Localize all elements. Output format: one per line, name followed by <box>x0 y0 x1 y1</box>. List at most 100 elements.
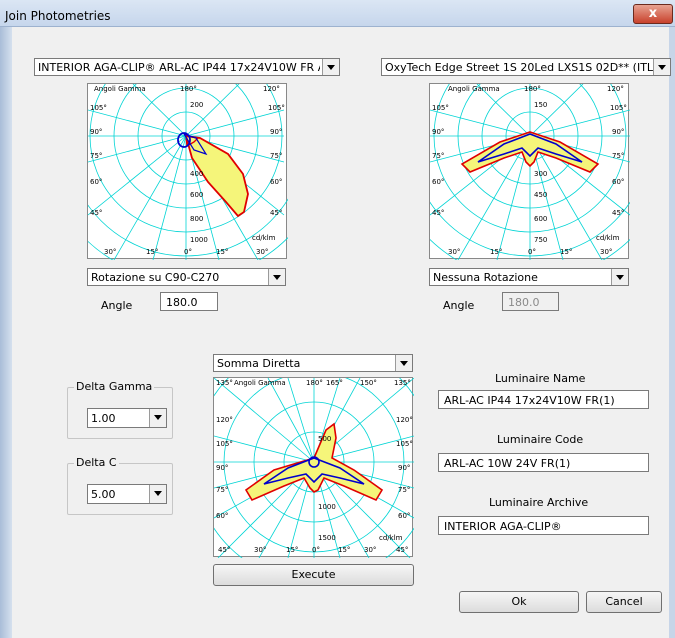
right-rotation-select-value: Nessuna Rotazione <box>433 271 538 284</box>
delta-c-select[interactable]: 5.00 <box>87 484 167 504</box>
bottom-tick: 15° <box>146 248 159 256</box>
side-tick: 90° <box>432 128 445 136</box>
plot-unit: cd/klm <box>596 234 620 242</box>
left-rotation-select[interactable]: Rotazione su C90-C270 <box>87 268 286 286</box>
chevron-down-icon[interactable] <box>268 269 285 285</box>
top-tick: 180° <box>524 85 541 93</box>
radial-label: 500 <box>318 435 332 443</box>
delta-gamma-select[interactable]: 1.00 <box>87 408 167 428</box>
bottom-tick: 15° <box>216 248 229 256</box>
side-tick: 105° <box>216 440 233 448</box>
side-tick: 105° <box>396 440 413 448</box>
delta-c-value: 5.00 <box>91 488 116 501</box>
execute-button[interactable]: Execute <box>213 564 414 586</box>
cancel-button[interactable]: Cancel <box>586 591 662 613</box>
top-tick: 120° <box>607 85 624 93</box>
radial-label: 750 <box>534 236 548 244</box>
bottom-tick: 30° <box>104 248 117 256</box>
bottom-tick: 0° <box>184 248 192 256</box>
bottom-tick: 15° <box>490 248 503 256</box>
luminaire-code-label: Luminaire Code <box>497 433 584 446</box>
radial-label: 800 <box>190 215 204 223</box>
side-tick: 90° <box>612 128 625 136</box>
chevron-down-icon[interactable] <box>395 355 412 371</box>
radial-label: 300 <box>534 170 548 178</box>
left-angle-field[interactable]: 180.0 <box>160 292 218 311</box>
side-tick: 105° <box>610 104 627 112</box>
right-luminaire-select-value: OxyTech Edge Street 1S 20Led LXS1S 02D**… <box>385 61 653 74</box>
side-tick: 105° <box>90 104 107 112</box>
plot-unit: cd/klm <box>252 234 276 242</box>
window-frame-right <box>669 27 675 638</box>
top-tick: 135° <box>216 379 233 387</box>
close-button[interactable]: x <box>633 4 673 24</box>
left-luminaire-select[interactable]: INTERIOR AGA-CLIP® ARL-AC IP44 17x24V10W… <box>34 58 340 76</box>
top-tick: 135° <box>394 379 411 387</box>
combine-mode-select[interactable]: Somma Diretta <box>213 354 413 372</box>
execute-button-label: Execute <box>291 568 336 581</box>
side-tick: 75° <box>612 152 625 160</box>
bottom-tick: 15° <box>338 546 351 554</box>
left-rotation-select-value: Rotazione su C90-C270 <box>91 271 220 284</box>
ok-button[interactable]: Ok <box>459 591 579 613</box>
top-tick: 150° <box>360 379 377 387</box>
right-luminaire-select[interactable]: OxyTech Edge Street 1S 20Led LXS1S 02D**… <box>381 58 671 76</box>
delta-gamma-value: 1.00 <box>91 412 116 425</box>
luminaire-name-label: Luminaire Name <box>495 372 586 385</box>
luminaire-archive-field[interactable]: INTERIOR AGA-CLIP® <box>438 516 649 535</box>
side-tick: 105° <box>432 104 449 112</box>
left-angle-label: Angle <box>101 299 133 312</box>
side-tick: 60° <box>612 178 625 186</box>
radial-label: 1000 <box>318 503 336 511</box>
side-tick: 75° <box>270 152 283 160</box>
side-tick: 60° <box>432 178 445 186</box>
plot-title: Angoli Gamma <box>94 85 146 93</box>
radial-label: 150 <box>534 101 548 109</box>
left-polar-grid <box>88 84 288 260</box>
bottom-tick: 30° <box>364 546 377 554</box>
side-tick: 45° <box>612 209 625 217</box>
side-tick: 75° <box>90 152 103 160</box>
right-photometry-plot: Angoli Gamma 180° 120° 105° 105° 90° 90°… <box>429 83 630 260</box>
ok-button-label: Ok <box>511 595 527 608</box>
result-polar-grid <box>214 378 414 558</box>
left-luminaire-select-value: INTERIOR AGA-CLIP® ARL-AC IP44 17x24V10W… <box>38 61 320 74</box>
chevron-down-icon[interactable] <box>322 59 339 75</box>
side-tick: 45° <box>432 209 445 217</box>
top-tick: 120° <box>263 85 280 93</box>
side-tick: 75° <box>216 486 229 494</box>
plot-title: Angoli Gamma <box>234 379 286 387</box>
bottom-tick: 30° <box>600 248 613 256</box>
radial-label: 600 <box>190 191 204 199</box>
bottom-tick: 0° <box>528 248 536 256</box>
bottom-tick: 15° <box>560 248 573 256</box>
luminaire-name-value: ARL-AC IP44 17x24V10W FR(1) <box>444 394 615 407</box>
right-rotation-select[interactable]: Nessuna Rotazione <box>429 268 629 286</box>
right-angle-label: Angle <box>443 299 475 312</box>
radial-label: 450 <box>534 191 548 199</box>
luminaire-code-field[interactable]: ARL-AC 10W 24V FR(1) <box>438 453 649 472</box>
bottom-tick: 30° <box>448 248 461 256</box>
top-tick: 180° <box>180 85 197 93</box>
luminaire-archive-label: Luminaire Archive <box>489 496 589 509</box>
top-tick: 180° <box>306 379 323 387</box>
chevron-down-icon[interactable] <box>149 485 166 503</box>
side-tick: 60° <box>216 512 229 520</box>
bottom-tick: 30° <box>256 248 269 256</box>
chevron-down-icon[interactable] <box>149 409 166 427</box>
delta-c-group: Delta C 5.00 <box>67 456 173 515</box>
radial-label: 1500 <box>318 534 336 542</box>
luminaire-code-value: ARL-AC 10W 24V FR(1) <box>444 457 571 470</box>
bottom-tick: 45° <box>218 546 231 554</box>
chevron-down-icon[interactable] <box>611 269 628 285</box>
side-tick: 90° <box>398 464 411 472</box>
side-tick: 75° <box>432 152 445 160</box>
side-tick: 60° <box>90 178 103 186</box>
luminaire-name-field[interactable]: ARL-AC IP44 17x24V10W FR(1) <box>438 390 649 409</box>
side-tick: 75° <box>398 486 411 494</box>
side-tick: 45° <box>270 209 283 217</box>
side-tick: 120° <box>396 416 413 424</box>
chevron-down-icon[interactable] <box>653 59 670 75</box>
right-angle-field: 180.0 <box>502 292 559 311</box>
radial-label: 1000 <box>190 236 208 244</box>
